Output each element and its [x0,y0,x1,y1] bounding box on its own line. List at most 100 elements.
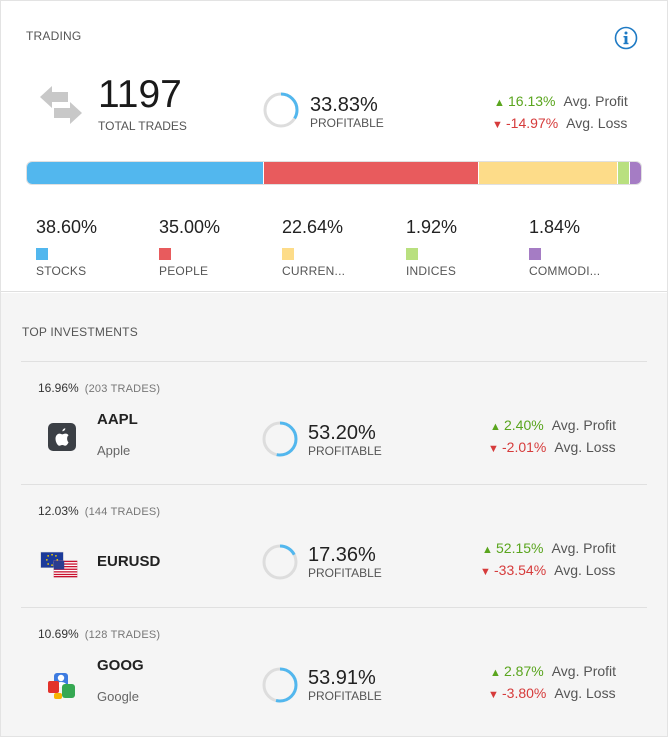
avg-loss-label: Avg. Loss [554,562,616,578]
avg-profit-stat: ▲ 2.87% Avg. Profit [490,664,616,679]
avg-profit-stat: ▲ 2.40% Avg. Profit [490,418,616,433]
profitable-pct: 53.20% [308,422,376,444]
allocation-segment-stocks[interactable] [27,162,264,184]
avg-profit-value: 2.40% [504,417,544,433]
avg-profit-value: 16.13% [508,93,556,109]
apple-logo-icon [48,423,76,451]
eu-us-flags-icon [40,551,78,578]
top-investments-title: TOP INVESTMENTS [22,325,138,339]
ring-progress [262,421,298,457]
arrow-down-icon: ▼ [480,566,491,578]
arrow-down-icon: ▼ [488,443,499,455]
profitable-pct: 53.91% [308,667,376,689]
total-trades-value: 1197 [98,73,182,116]
avg-profit-stat: ▲ 52.15% Avg. Profit [482,541,616,556]
ring-progress [262,667,298,703]
avg-loss-value: -33.54% [494,562,547,578]
share-value: 10.69% [38,627,79,641]
legend-item[interactable]: 1.84% COMMODI... [529,218,649,278]
legend-pct: 35.00% [159,217,221,237]
avg-profit-label: Avg. Profit [563,93,628,109]
info-icon[interactable] [614,26,638,50]
profitable-label: PROFITABLE [308,689,382,703]
profitable-pct: 33.83% [310,94,378,116]
investment-share: 12.03% (144 TRADES) [38,504,160,518]
divider [21,361,647,362]
legend-item[interactable]: 1.92% INDICES [406,218,526,278]
allocation-segment-indices[interactable] [617,162,630,184]
legend-pct: 22.64% [282,217,344,237]
avg-loss-value: -14.97% [506,115,559,131]
avg-loss-value: -3.80% [502,685,547,701]
profitable-ring [262,667,298,703]
avg-loss-stat: ▼ -3.80% Avg. Loss [488,686,616,701]
legend-name: COMMODI... [529,264,601,278]
avg-profit-value: 2.87% [504,663,544,679]
legend-name: CURREN... [282,264,346,278]
divider [21,484,647,485]
total-trades-label: TOTAL TRADES [98,119,187,133]
share-value: 12.03% [38,504,79,518]
legend-pct: 38.60% [36,217,98,237]
investment-share: 16.96% (203 TRADES) [38,381,160,395]
arrow-up-icon: ▲ [490,667,501,679]
share-value: 16.96% [38,381,79,395]
trades-count: (144 TRADES) [84,506,161,518]
legend-pct: 1.92% [406,217,458,237]
avg-profit-value: 52.15% [496,540,544,556]
legend-swatch [282,248,294,260]
legend-item[interactable]: 38.60% STOCKS [36,218,156,278]
trading-title: TRADING [26,29,82,43]
legend-name: STOCKS [36,264,87,278]
avg-profit-label: Avg. Profit [551,417,617,433]
arrow-up-icon: ▲ [482,544,493,556]
avg-loss-label: Avg. Loss [554,439,616,455]
exchange-arrows-icon [40,86,82,124]
avg-loss-stat: ▼ -33.54% Avg. Loss [480,563,615,578]
legend-swatch [36,248,48,260]
investment-name: Apple [97,443,131,458]
legend-swatch [529,248,541,260]
arrow-down-icon: ▼ [492,119,503,131]
legend-swatch [159,248,171,260]
profitable-pct: 17.36% [308,544,376,566]
trades-count: (203 TRADES) [84,383,161,395]
arrow-up-icon: ▲ [490,421,501,433]
avg-loss-stat: ▼ -2.01% Avg. Loss [488,440,616,455]
investment-ticker: GOOG [97,657,144,674]
allocation-segment-curren[interactable] [478,162,618,184]
legend-name: INDICES [406,264,457,278]
legend-item[interactable]: 35.00% PEOPLE [159,218,279,278]
avg-loss-value: -2.01% [502,439,547,455]
trading-summary: TRADING 1197 TOTAL TRADES 33.83% PROFITA… [1,1,667,292]
ring-progress [263,92,299,128]
profitable-label: PROFITABLE [308,444,382,458]
legend-pct: 1.84% [529,217,581,237]
allocation-bar [26,161,642,185]
profitable-label: PROFITABLE [310,116,384,130]
avg-loss-stat: ▼ -14.97% Avg. Loss [492,116,627,131]
investment-ticker: EURUSD [97,553,161,570]
allocation-segment-commodi[interactable] [629,162,641,184]
investment-ticker: AAPL [97,411,138,428]
arrow-down-icon: ▼ [488,689,499,701]
avg-loss-label: Avg. Loss [566,115,628,131]
google-logo-icon [48,673,75,699]
avg-profit-stat: ▲ 16.13% Avg. Profit [494,94,628,109]
investment-share: 10.69% (128 TRADES) [38,627,160,641]
avg-loss-label: Avg. Loss [554,685,616,701]
profitable-ring [262,544,298,580]
legend-item[interactable]: 22.64% CURREN... [282,218,402,278]
avg-profit-label: Avg. Profit [551,663,617,679]
divider [21,607,647,608]
allocation-segment-people[interactable] [264,162,479,184]
avg-profit-label: Avg. Profit [551,540,616,556]
investment-name: Google [97,689,139,704]
profitable-ring [263,92,299,128]
arrow-up-icon: ▲ [494,97,505,109]
legend-swatch [406,248,418,260]
profitable-ring [262,421,298,457]
trades-count: (128 TRADES) [84,629,161,641]
ring-progress [262,544,298,580]
